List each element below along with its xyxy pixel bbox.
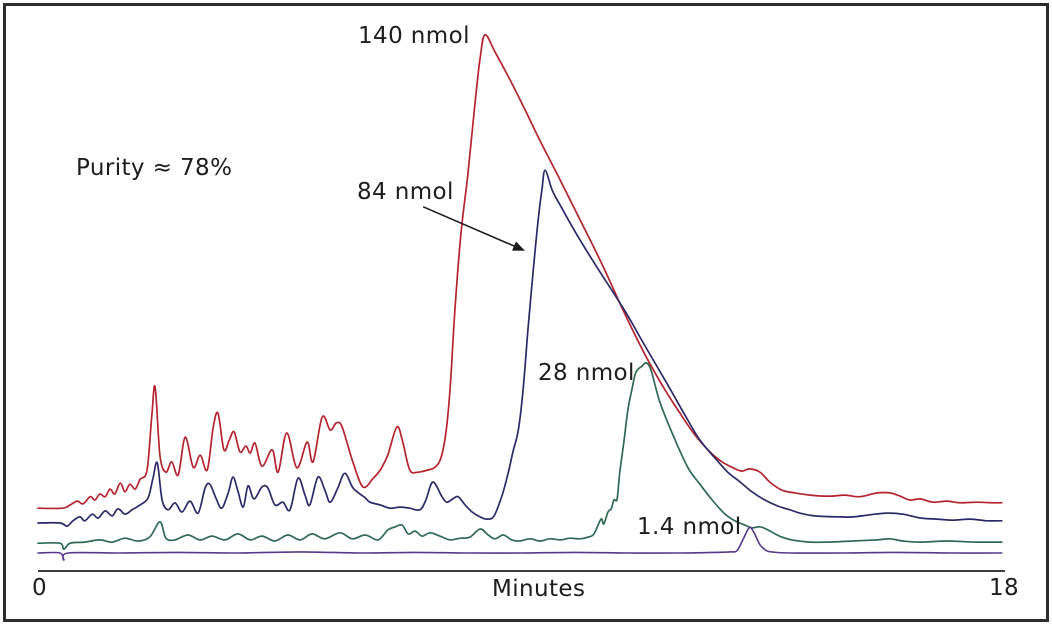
- peak-label-84nmol: 84 nmol: [357, 179, 454, 205]
- trace-84nmol: [37, 169, 1003, 528]
- trace-1-4nmol: [37, 526, 1003, 561]
- x-axis-tick-0: 0: [32, 575, 48, 601]
- callout-arrow-line: [422, 206, 525, 251]
- x-axis-tick-18: 18: [989, 575, 1020, 601]
- trace-28nmol: [37, 361, 1003, 551]
- figure-frame: [3, 3, 1049, 622]
- peak-label-140nmol: 140 nmol: [358, 23, 470, 49]
- peak-label-1-4nmol: 1.4 nmol: [637, 514, 742, 540]
- trace-140nmol: [37, 33, 1003, 510]
- purity-annotation: Purity ≈ 78%: [76, 155, 233, 181]
- peak-label-28nmol: 28 nmol: [538, 360, 635, 386]
- x-axis-title: Minutes: [492, 576, 586, 602]
